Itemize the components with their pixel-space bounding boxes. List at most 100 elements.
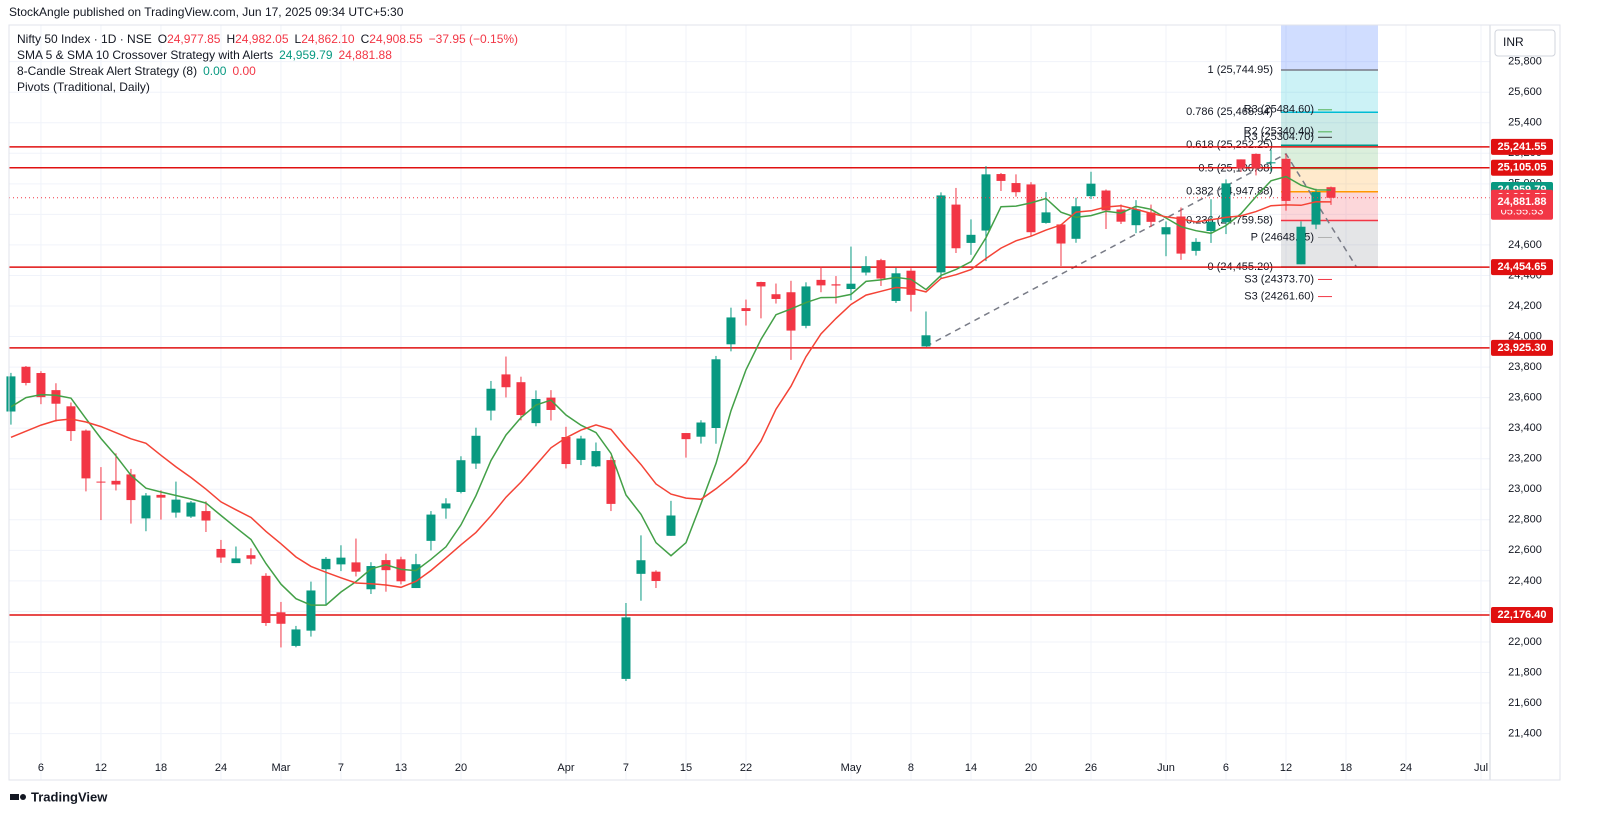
sma-line bbox=[10, 175, 1332, 606]
candle-body bbox=[681, 433, 691, 440]
pivot-label: R3 (25484.60) bbox=[1244, 104, 1314, 116]
legend: Nifty 50 Index · 1D · NSE O24,977.85 H24,9… bbox=[17, 32, 518, 94]
y-tick-label: 21,800 bbox=[1508, 666, 1542, 678]
x-tick-label: 26 bbox=[1085, 762, 1097, 774]
fib-zone-top bbox=[1280, 25, 1378, 71]
candle-body bbox=[846, 283, 856, 290]
legend-row: SMA 5 & SMA 10 Crossover Strategy with A… bbox=[17, 48, 392, 62]
logo-mark bbox=[10, 794, 19, 800]
candle-body bbox=[456, 460, 466, 492]
candle-body bbox=[441, 503, 451, 509]
price-tag bbox=[1491, 339, 1553, 356]
pivot-label: S3 (24373.70) bbox=[1244, 273, 1314, 285]
indicator-name: SMA 5 & SMA 10 Crossover Strategy with A… bbox=[17, 48, 273, 62]
candle-body bbox=[216, 548, 226, 558]
price-tag bbox=[1491, 159, 1553, 176]
candle-body bbox=[831, 284, 841, 286]
x-tick-label: 18 bbox=[1340, 762, 1352, 774]
candle-body bbox=[1311, 192, 1321, 225]
candle-body bbox=[6, 376, 16, 412]
candle-body bbox=[741, 308, 751, 312]
candle-body bbox=[36, 373, 46, 398]
candle-body bbox=[651, 571, 661, 582]
candle-body bbox=[366, 566, 376, 590]
currency[interactable]: INR bbox=[1503, 35, 1524, 49]
x-tick-label: 6 bbox=[1223, 762, 1229, 774]
candle-body bbox=[1056, 224, 1066, 244]
candle-body bbox=[936, 195, 946, 273]
x-tick-label: 24 bbox=[215, 762, 227, 774]
candle-body bbox=[951, 204, 961, 249]
x-tick-label: 7 bbox=[338, 762, 344, 774]
legend-row: Pivots (Traditional, Daily) bbox=[17, 80, 150, 94]
x-tick-label: 7 bbox=[623, 762, 629, 774]
candle-body bbox=[1011, 183, 1021, 193]
legend-row: Nifty 50 Index · 1D · NSE O24,977.85 H24,9… bbox=[17, 32, 518, 46]
y-tick-label: 23,400 bbox=[1508, 422, 1542, 434]
candle-body bbox=[231, 558, 241, 564]
candle-body bbox=[1161, 227, 1171, 235]
candle-body bbox=[726, 317, 736, 345]
candle-body bbox=[501, 374, 511, 388]
y-tick-label: 25,400 bbox=[1508, 117, 1542, 129]
x-tick-label: Apr bbox=[557, 762, 574, 774]
candle-body bbox=[1221, 183, 1231, 223]
fib-label: 0.786 (25,468.94) bbox=[1186, 106, 1273, 118]
candle-body bbox=[576, 438, 586, 460]
fib-zone bbox=[1280, 112, 1378, 146]
y-tick-label: 21,600 bbox=[1508, 697, 1542, 709]
indicator-value: 0.00 bbox=[232, 64, 256, 78]
currency-box[interactable] bbox=[1494, 29, 1556, 57]
y-tick-label: 22,800 bbox=[1508, 514, 1542, 526]
candle-body bbox=[246, 555, 256, 559]
candle-body bbox=[696, 422, 706, 437]
candle-body bbox=[801, 286, 811, 326]
candle-body bbox=[1251, 153, 1261, 168]
y-tick-label: 21,400 bbox=[1508, 727, 1542, 739]
candle-body bbox=[861, 266, 871, 273]
candle-body bbox=[1206, 221, 1216, 232]
pivot-label: R3 (25304.70) bbox=[1244, 131, 1314, 143]
y-tick-label: 23,000 bbox=[1508, 483, 1542, 495]
y-tick-label: 24,200 bbox=[1508, 300, 1542, 312]
candle-body bbox=[81, 430, 91, 479]
x-tick-label: 8 bbox=[908, 762, 914, 774]
candle-body bbox=[51, 390, 61, 404]
x-tick-label: 20 bbox=[1025, 762, 1037, 774]
candle-body bbox=[516, 382, 526, 416]
candle-body bbox=[1191, 241, 1201, 251]
indicator-value: 24,959.79 bbox=[279, 48, 333, 62]
quote-key: C bbox=[361, 32, 370, 46]
footer-brand: TradingView bbox=[31, 789, 108, 804]
price-tag-label: 24,881.88 bbox=[1498, 196, 1547, 208]
x-tick-label: 6 bbox=[38, 762, 44, 774]
y-tick-label: 24,000 bbox=[1508, 330, 1542, 342]
candle-body bbox=[201, 511, 211, 521]
publisher: StockAngle published on TradingView.com,… bbox=[9, 5, 404, 19]
quote-value: 24,862.10 bbox=[301, 32, 355, 46]
price-tag bbox=[1491, 259, 1553, 276]
candle-body bbox=[921, 335, 931, 347]
candle-body bbox=[966, 234, 976, 243]
candle-body bbox=[1026, 184, 1036, 233]
price-tag bbox=[1491, 193, 1553, 210]
candle-body bbox=[816, 279, 826, 286]
x-tick-label: 24 bbox=[1400, 762, 1412, 774]
x-tick-label: May bbox=[841, 762, 862, 774]
candle-body bbox=[621, 617, 631, 679]
sma-line bbox=[10, 201, 1332, 589]
candle-body bbox=[141, 495, 151, 519]
candle-body bbox=[1176, 216, 1186, 254]
candle-body bbox=[1281, 158, 1291, 201]
candle-body bbox=[1296, 226, 1306, 265]
candle-body bbox=[96, 481, 106, 483]
candle-body bbox=[126, 474, 136, 501]
candle-body bbox=[291, 629, 301, 646]
candle-body bbox=[1101, 190, 1111, 211]
fib-zone bbox=[1280, 145, 1378, 169]
indicator-name: 8-Candle Streak Alert Strategy (8) bbox=[17, 64, 197, 78]
candle-body bbox=[306, 590, 316, 631]
price-tag-label: 23,925.30 bbox=[1498, 342, 1547, 354]
axes: 21,40021,60021,80022,00022,20022,40022,6… bbox=[8, 24, 1561, 781]
candle-body bbox=[1236, 159, 1246, 169]
